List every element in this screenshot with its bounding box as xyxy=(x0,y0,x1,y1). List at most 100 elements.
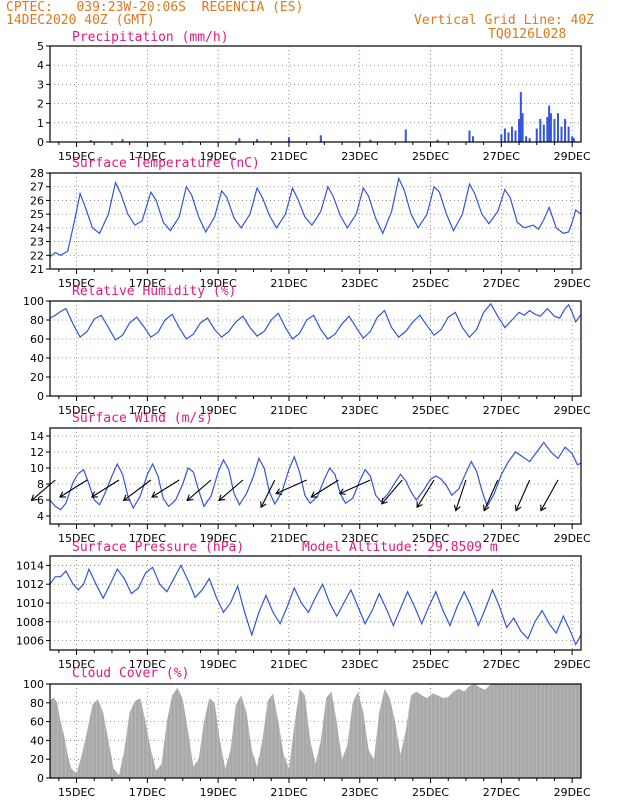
temp-xtick-label: 19DEC xyxy=(200,277,237,290)
wind-arrow xyxy=(455,479,467,511)
pressure-xtick-label: 25DEC xyxy=(412,658,449,671)
precip-xtick-label: 23DEC xyxy=(341,150,378,163)
wind-arrowhead xyxy=(59,491,66,498)
precip-ytick-label: 0 xyxy=(37,136,44,149)
cloud-ytick-label: 20 xyxy=(30,753,44,766)
wind-arrow xyxy=(31,479,56,501)
precip-bar xyxy=(528,138,531,142)
wind-arrow xyxy=(515,479,531,511)
cloud-xtick-label: 17DEC xyxy=(129,786,166,799)
precip-bar xyxy=(525,136,528,142)
wind-ytick-label: 6 xyxy=(37,494,44,507)
wind-xtick-label: 25DEC xyxy=(412,532,449,545)
precip-ytick-label: 1 xyxy=(37,117,44,130)
humidity-xtick-label: 29DEC xyxy=(554,404,591,417)
cloud-xtick-label: 21DEC xyxy=(270,786,307,799)
humidity-ytick-label: 0 xyxy=(37,390,44,403)
wind-ytick-label: 8 xyxy=(37,478,44,491)
wind-arrowhead xyxy=(482,504,490,512)
cloud-xtick-label: 15DEC xyxy=(58,786,95,799)
precip-xtick-label: 15DEC xyxy=(58,150,95,163)
wind-ytick-label: 14 xyxy=(30,430,44,443)
humidity-frame xyxy=(49,300,582,397)
precip-bar xyxy=(369,139,372,142)
humidity-ytick-label: 100 xyxy=(23,295,44,308)
precip-bar xyxy=(510,126,513,142)
wind-arrow xyxy=(123,479,152,501)
cloud-ytick-label: 40 xyxy=(30,734,44,747)
pressure-xtick-label: 15DEC xyxy=(58,658,95,671)
precip-xtick-label: 25DEC xyxy=(412,150,449,163)
wind-arrow xyxy=(540,479,559,511)
cloud-xtick-label: 29DEC xyxy=(554,786,591,799)
temp-ytick-label: 25 xyxy=(30,208,44,221)
wind-arrowhead xyxy=(453,504,461,512)
precip-bar xyxy=(89,140,92,142)
wind-arrowhead xyxy=(90,491,98,498)
pressure-ytick-label: 1010 xyxy=(16,597,44,610)
temp-line xyxy=(49,176,582,258)
wind-title: Surface Wind (m/s) xyxy=(72,411,213,426)
temp-xtick-label: 15DEC xyxy=(58,277,95,290)
humidity-line xyxy=(49,302,582,341)
cloud-xtick-label: 23DEC xyxy=(341,786,378,799)
pressure-xtick-label: 29DEC xyxy=(554,658,591,671)
precip-bar xyxy=(514,130,517,142)
temp-xtick-label: 25DEC xyxy=(412,277,449,290)
cloud-title: Cloud Cover (%) xyxy=(72,666,190,681)
temp-ytick-label: 28 xyxy=(30,167,44,180)
precip-bar xyxy=(542,124,545,142)
wind-xtick-label: 17DEC xyxy=(129,532,166,545)
precip-bar xyxy=(121,139,124,142)
wind-arrow xyxy=(483,479,499,511)
wind-line xyxy=(49,441,582,511)
humidity-xtick-label: 17DEC xyxy=(129,404,166,417)
wind-arrow xyxy=(91,479,120,498)
wind-arrow xyxy=(186,479,212,501)
precip-bar xyxy=(507,132,510,142)
wind-arrow xyxy=(151,479,180,498)
wind-arrowhead xyxy=(151,491,159,498)
wind-arrowhead xyxy=(416,501,423,509)
wind-ytick-label: 10 xyxy=(30,462,44,475)
precip-bar xyxy=(546,117,549,142)
cloud-ytick-label: 80 xyxy=(30,697,44,710)
temp-xtick-label: 21DEC xyxy=(270,277,307,290)
wind-arrowhead xyxy=(381,497,388,505)
precip-title: Precipitation (mm/h) xyxy=(72,30,229,45)
wind-arrow xyxy=(416,479,435,508)
wind-arrow xyxy=(381,479,403,505)
temp-ytick-label: 24 xyxy=(30,222,44,235)
pressure-frame xyxy=(49,555,582,651)
pressure-ytick-label: 1008 xyxy=(16,616,44,629)
cloud-area xyxy=(50,684,581,778)
wind-xtick-label: 23DEC xyxy=(341,532,378,545)
wind-arrowhead xyxy=(186,494,194,502)
wind-arrow xyxy=(275,479,307,495)
precip-bar xyxy=(535,128,538,142)
temp-xtick-label: 17DEC xyxy=(129,277,166,290)
precip-bar xyxy=(521,113,524,142)
cloud-ytick-label: 60 xyxy=(30,716,44,729)
wind-arrowhead xyxy=(275,488,283,495)
precip-bar xyxy=(572,138,575,142)
cloud-ytick-label: 100 xyxy=(23,678,44,691)
precip-xtick-label: 27DEC xyxy=(483,150,520,163)
temp-ytick-label: 22 xyxy=(30,249,44,262)
precip-bar xyxy=(549,113,552,142)
humidity-xtick-label: 25DEC xyxy=(412,404,449,417)
wind-arrow xyxy=(59,479,88,498)
wind-xtick-label: 21DEC xyxy=(270,532,307,545)
temp-ytick-label: 27 xyxy=(30,181,44,194)
precip-bar xyxy=(518,118,521,142)
cloud-ytick-label: 0 xyxy=(37,772,44,785)
humidity-xtick-label: 21DEC xyxy=(270,404,307,417)
wind-arrowhead xyxy=(338,488,346,495)
precip-xtick-label: 29DEC xyxy=(554,150,591,163)
precip-bar xyxy=(556,113,559,142)
precip-xtick-label: 19DEC xyxy=(200,150,237,163)
temp-xtick-label: 23DEC xyxy=(341,277,378,290)
wind-arrowhead xyxy=(122,494,130,502)
wind-arrowhead xyxy=(310,491,318,498)
